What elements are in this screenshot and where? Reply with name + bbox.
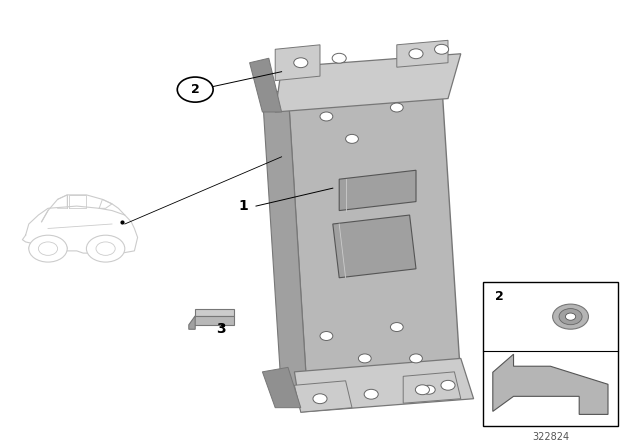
Circle shape [86,235,125,262]
Polygon shape [275,45,320,81]
Polygon shape [189,316,234,325]
Circle shape [422,385,435,394]
Polygon shape [275,54,461,112]
Circle shape [294,58,308,68]
Circle shape [96,242,115,255]
Circle shape [559,309,582,325]
Circle shape [332,53,346,63]
Polygon shape [294,381,352,412]
Polygon shape [294,358,474,412]
Polygon shape [403,372,461,403]
Circle shape [29,235,67,262]
Circle shape [358,354,371,363]
Polygon shape [189,316,195,329]
Circle shape [435,44,449,54]
Circle shape [553,304,589,329]
Circle shape [415,385,429,395]
Circle shape [566,313,576,320]
Polygon shape [288,81,461,394]
Polygon shape [333,215,416,278]
Polygon shape [339,170,416,211]
Circle shape [364,389,378,399]
Circle shape [313,394,327,404]
Text: 2: 2 [191,83,200,96]
Text: 2: 2 [495,290,504,303]
Circle shape [346,134,358,143]
Polygon shape [262,367,301,408]
Circle shape [409,49,423,59]
Circle shape [320,112,333,121]
Circle shape [177,77,213,102]
Text: 1: 1 [238,199,248,213]
Circle shape [390,103,403,112]
FancyBboxPatch shape [483,282,618,426]
Polygon shape [195,309,234,316]
Text: 322824: 322824 [532,432,569,442]
Circle shape [38,242,58,255]
Polygon shape [262,90,307,394]
Circle shape [320,332,333,340]
Circle shape [441,380,455,390]
Polygon shape [250,58,282,112]
Text: 3: 3 [216,322,226,336]
Polygon shape [397,40,448,67]
Circle shape [390,323,403,332]
Polygon shape [493,354,608,414]
Circle shape [410,354,422,363]
